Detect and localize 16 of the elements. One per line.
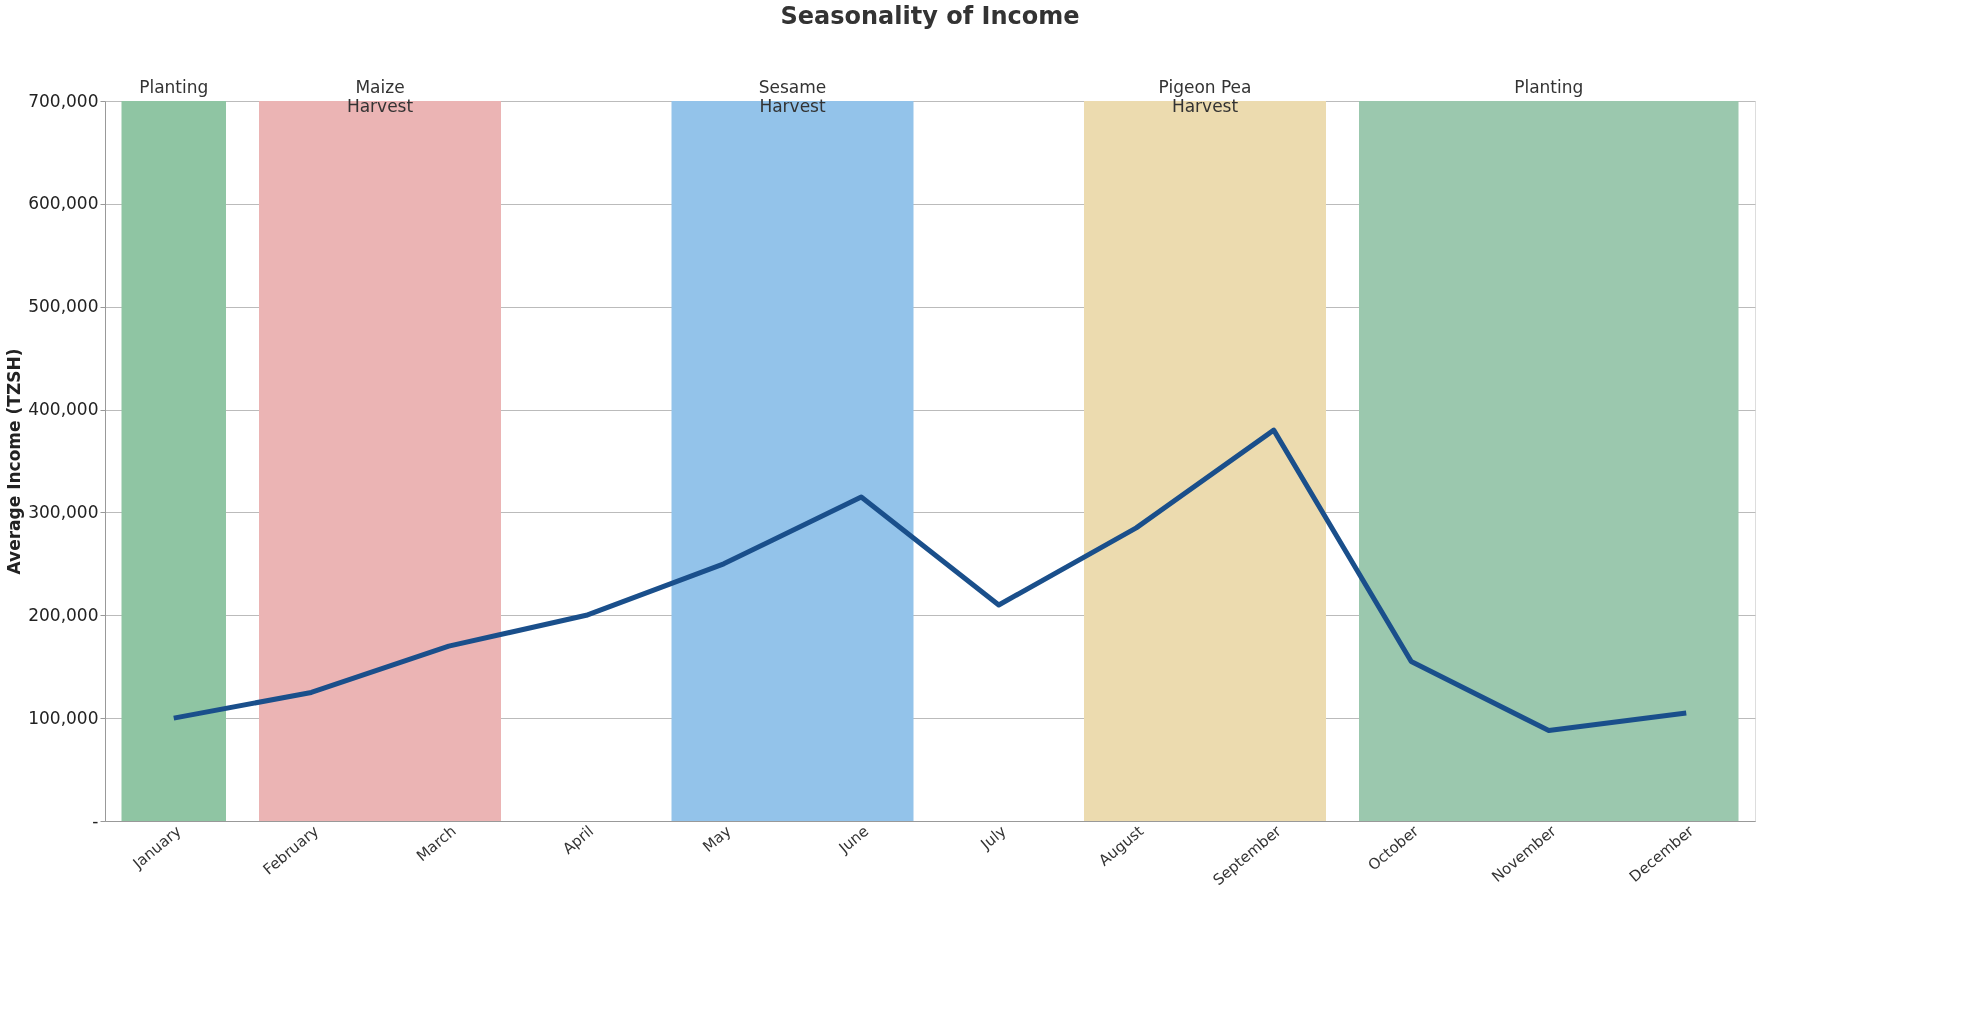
y-tick-label: 500,000 [28,296,99,317]
band-label: Maize Harvest [346,77,414,116]
y-tick-label: 700,000 [28,90,99,111]
y-tick-label: 100,000 [28,707,99,728]
band-label: Pigeon Pea Harvest [1158,77,1252,116]
x-tick-label: May [699,821,735,856]
y-tick-label: - [92,810,99,831]
y-axis-title: Average Income (TZSH) [4,348,25,575]
y-tick-label: 400,000 [28,399,99,420]
chart-title: Seasonality of Income [780,2,1080,30]
y-tick-label: 300,000 [28,501,99,522]
y-tick-label: 200,000 [28,604,99,625]
band-label: Planting [1514,77,1584,97]
y-tick-label: 600,000 [28,193,99,214]
band-label: Sesame Harvest [758,77,827,116]
band-label: Planting [139,77,209,97]
